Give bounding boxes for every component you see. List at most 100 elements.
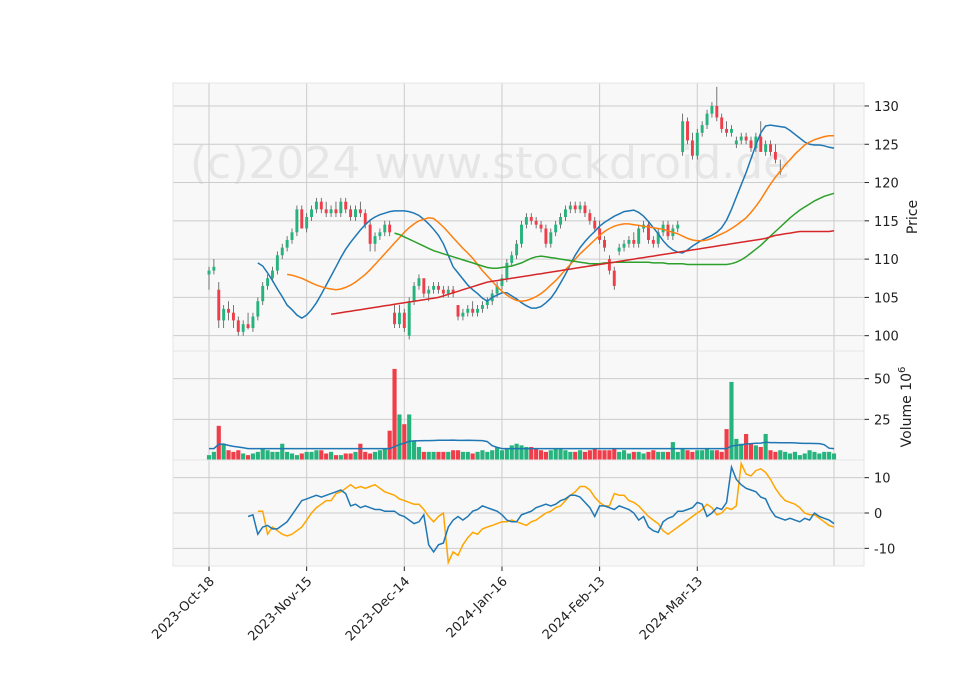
volume-bar [231,451,236,460]
candle-body [588,213,592,221]
volume-bar [358,443,363,460]
volume-bar [690,451,695,460]
candle-body [603,239,606,248]
volume-bar [206,455,212,460]
candle-body [217,289,221,321]
candle-body [402,312,406,329]
volume-bar [412,440,417,460]
volume-bar [768,450,773,460]
x-tick-label: 2024-Feb-13 [540,574,609,643]
candle-body [300,209,304,229]
volume-bar [646,451,651,460]
volume-bar [553,448,558,460]
volume-bar [314,450,319,460]
volume-bar [275,451,280,460]
volume-bar [353,451,358,460]
candle-body [681,121,685,152]
volume-bar [387,430,392,460]
volume-bar [831,453,837,460]
candle-body [656,232,660,244]
volume-bar [675,451,680,460]
volume-bar [748,443,754,460]
candle-body [568,205,572,210]
volume-bar [543,451,548,460]
candle-body [598,228,602,240]
x-tick-label: 2024-Jan-16 [444,574,511,641]
volume-bar [490,450,495,460]
volume-bar [685,450,690,460]
candle-body [720,117,724,129]
volume-bar [348,453,353,460]
price-y-tick-label: 105 [874,291,899,306]
volume-bar [333,455,339,460]
volume-bar [436,451,441,460]
candle-body [280,247,284,256]
candle-body [544,228,548,244]
volume-bar [397,414,402,460]
volume-bar [226,450,231,460]
candle-body [471,308,475,313]
candle-body [695,132,699,156]
volume-bar [338,455,343,460]
candle-body [339,201,343,214]
candle-body [427,289,431,294]
volume-bar [661,451,666,460]
candle-body [378,232,382,237]
candle-body [222,308,226,321]
volume-bar [797,455,802,460]
candle-body [212,266,216,271]
volume-bar [529,446,534,460]
volume-bar [626,453,631,460]
candle-body [271,270,274,279]
candle-body [725,128,729,133]
candle-body [422,278,426,294]
candle-body [559,217,563,225]
candle-body [710,105,714,114]
signal-line [257,460,835,566]
oscillator-y-tick-label: 0 [874,507,882,522]
candle-body [246,324,250,329]
candle-body [383,224,387,233]
candle-body [358,209,362,214]
volume-bar [377,450,382,460]
candle-body [754,136,758,149]
volume-bar [441,451,446,460]
candle-body [607,259,611,271]
moving-average-ma_fast [257,124,835,319]
candle-body [388,224,392,233]
volume-bar [504,448,509,460]
candle-body [407,301,411,336]
volume-bar [822,451,827,460]
candle-body [417,278,421,286]
candle-body [734,140,738,145]
volume-bar [734,438,739,460]
volume-bar [285,451,290,460]
volume-bar [783,451,788,460]
candle-body [744,136,748,141]
candle-body [583,205,587,214]
candle-body [612,270,616,286]
volume-bar [402,424,407,460]
price-y-tick-label: 120 [874,177,899,192]
candle-body [397,312,401,325]
volume-bar [617,451,622,460]
candle-body [646,224,650,240]
candle-body [476,308,480,313]
candle-body [480,305,484,309]
candle-body [456,305,460,317]
price-y-tick-label: 115 [874,215,899,230]
volume-bar [812,451,817,460]
volume-bar [612,448,617,460]
volume-bar [241,453,246,460]
candle-body [432,285,436,290]
volume-bar [573,451,578,460]
candle-body [266,278,270,286]
candle-body [251,316,255,329]
candle-body [554,224,558,233]
candle-body [539,224,543,229]
volume-bar [392,368,397,460]
candle-body [520,224,523,244]
volume-bar [719,451,724,460]
volume-bar [602,450,607,460]
